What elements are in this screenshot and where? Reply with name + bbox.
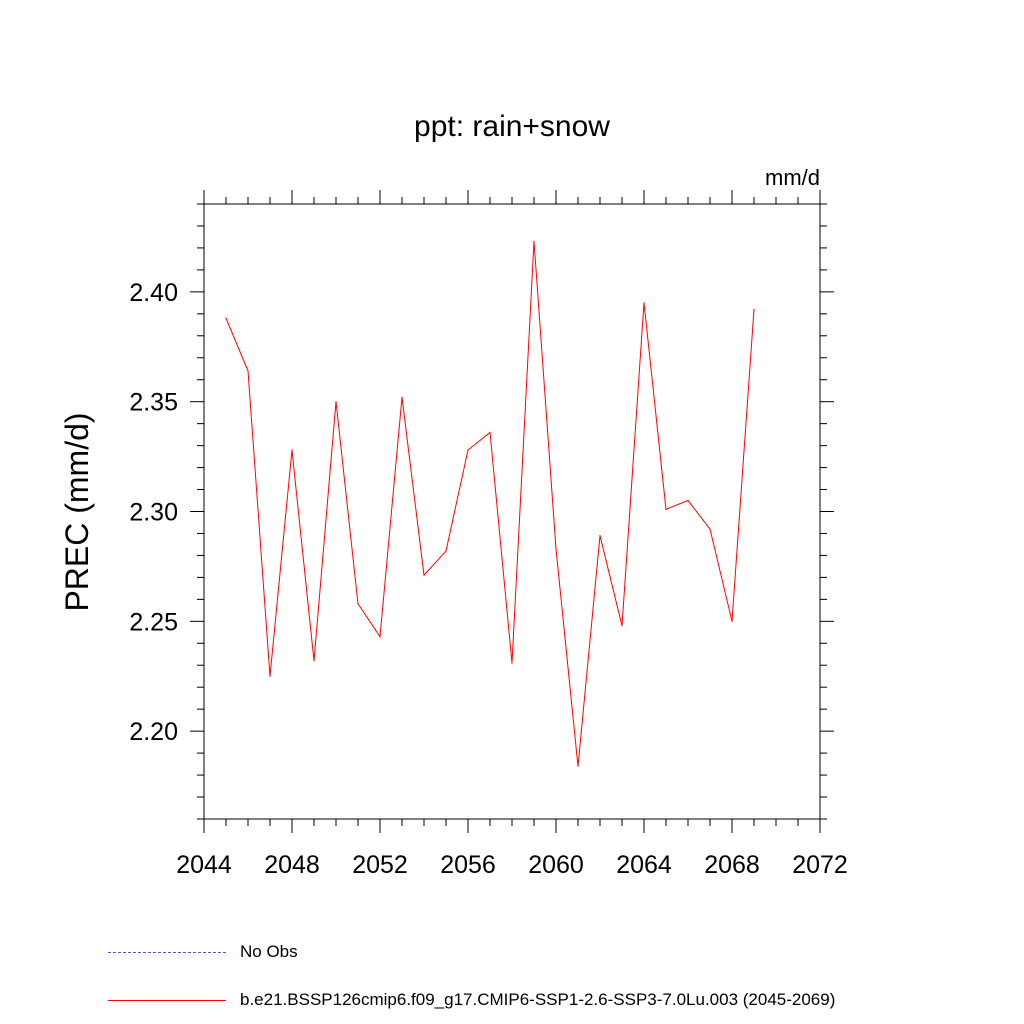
x-tick-label: 2072 <box>792 851 848 879</box>
data-point <box>313 660 315 662</box>
data-point <box>357 603 359 605</box>
y-tick-label: 2.35 <box>129 389 178 417</box>
data-point <box>225 317 227 319</box>
y-tick-label: 2.30 <box>129 499 178 527</box>
data-point <box>379 636 381 638</box>
data-point <box>555 548 557 550</box>
series-line <box>225 241 755 767</box>
data-point <box>621 625 623 627</box>
data-point <box>445 550 447 552</box>
y-tick-label: 2.25 <box>129 608 178 636</box>
x-tick-label: 2060 <box>528 851 584 879</box>
x-tick-label: 2056 <box>440 851 496 879</box>
data-point <box>577 765 579 767</box>
y-axis-label: PREC (mm/d) <box>59 412 95 611</box>
data-point <box>401 396 403 398</box>
data-point <box>709 528 711 530</box>
data-point <box>335 401 337 403</box>
data-point <box>665 508 667 510</box>
data-point <box>731 620 733 622</box>
tick-labels: 2044 2048 2052 2056 2060 2064 2068 2072 2.20 2.25… <box>129 279 847 879</box>
data-point <box>599 535 601 537</box>
y-tick-label: 2.40 <box>129 279 178 307</box>
x-tick-label: 2048 <box>264 851 320 879</box>
data-point <box>533 240 535 242</box>
data-point <box>269 675 271 677</box>
data-point <box>247 370 249 372</box>
data-point <box>643 302 645 304</box>
x-tick-label: 2068 <box>704 851 760 879</box>
data-point <box>753 308 755 311</box>
data-point <box>467 449 469 451</box>
x-tick-label: 2064 <box>616 851 672 879</box>
axis-ticks <box>190 190 834 833</box>
data-point <box>511 662 513 664</box>
x-tick-label: 2044 <box>176 851 232 879</box>
y-tick-label: 2.20 <box>129 718 178 746</box>
plot-frame <box>203 203 821 820</box>
chart-title: ppt: rain+snow <box>414 110 610 143</box>
data-point <box>687 499 689 502</box>
data-point <box>489 431 491 434</box>
data-point <box>291 449 293 451</box>
data-point <box>423 574 425 576</box>
units-label: mm/d <box>765 165 820 190</box>
series-lines <box>225 240 755 767</box>
x-tick-label: 2052 <box>352 851 408 879</box>
